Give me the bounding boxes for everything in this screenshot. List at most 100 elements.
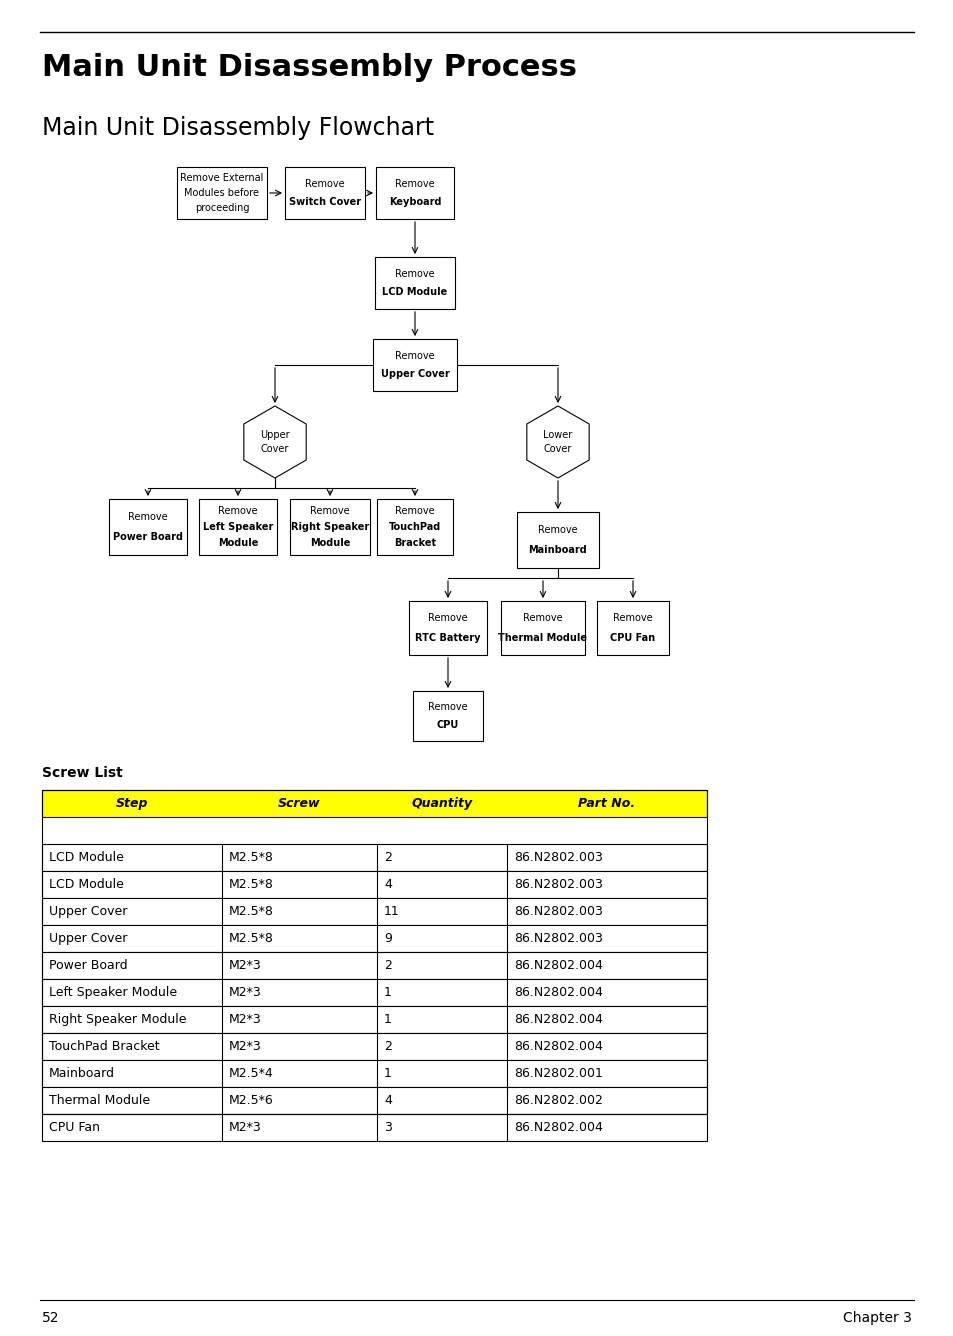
Text: M2.5*8: M2.5*8 xyxy=(229,904,274,918)
Text: 3: 3 xyxy=(384,1121,392,1134)
Text: Quantity: Quantity xyxy=(411,798,472,810)
Text: Module: Module xyxy=(310,537,350,548)
Bar xyxy=(199,500,276,554)
Text: 86.N2802.001: 86.N2802.001 xyxy=(514,1067,602,1079)
Text: M2.5*8: M2.5*8 xyxy=(229,933,274,945)
Bar xyxy=(376,500,453,554)
Text: Remove: Remove xyxy=(428,701,467,712)
Bar xyxy=(409,601,486,655)
Text: Step: Step xyxy=(115,798,148,810)
Bar xyxy=(597,601,668,655)
Text: M2*3: M2*3 xyxy=(229,959,261,973)
Text: Remove: Remove xyxy=(395,506,435,516)
Text: Remove: Remove xyxy=(522,613,562,624)
Text: Remove: Remove xyxy=(218,506,257,516)
Bar xyxy=(375,257,455,309)
Bar xyxy=(42,844,706,871)
Text: Remove: Remove xyxy=(428,613,467,624)
Text: M2.5*4: M2.5*4 xyxy=(229,1067,274,1079)
Text: 86.N2802.003: 86.N2802.003 xyxy=(514,851,602,864)
Text: CPU Fan: CPU Fan xyxy=(49,1121,100,1134)
Text: Left Speaker: Left Speaker xyxy=(203,522,273,532)
Text: Remove: Remove xyxy=(395,269,435,279)
Bar xyxy=(42,1033,706,1059)
Bar xyxy=(42,898,706,925)
Text: Left Speaker Module: Left Speaker Module xyxy=(49,986,177,999)
Bar xyxy=(42,790,706,818)
Text: 1: 1 xyxy=(384,1013,392,1026)
Text: Screw: Screw xyxy=(278,798,320,810)
Bar xyxy=(42,925,706,953)
Text: Lower: Lower xyxy=(543,430,572,440)
Polygon shape xyxy=(526,406,589,478)
Text: Power Board: Power Board xyxy=(112,532,183,542)
Text: Chapter 3: Chapter 3 xyxy=(842,1311,911,1325)
Text: 1: 1 xyxy=(384,986,392,999)
Text: M2.5*6: M2.5*6 xyxy=(229,1094,274,1108)
Text: 86.N2802.003: 86.N2802.003 xyxy=(514,933,602,945)
Text: 4: 4 xyxy=(384,878,392,891)
Text: Remove: Remove xyxy=(613,613,652,624)
Text: Part No.: Part No. xyxy=(578,798,635,810)
Bar xyxy=(42,1006,706,1033)
Text: Remove: Remove xyxy=(395,179,435,188)
Text: 52: 52 xyxy=(42,1311,59,1325)
Bar xyxy=(42,953,706,979)
Text: Right Speaker Module: Right Speaker Module xyxy=(49,1013,186,1026)
Text: 11: 11 xyxy=(384,904,399,918)
Text: Main Unit Disassembly Process: Main Unit Disassembly Process xyxy=(42,53,577,83)
Text: Upper Cover: Upper Cover xyxy=(49,933,128,945)
Text: Power Board: Power Board xyxy=(49,959,128,973)
Text: Switch Cover: Switch Cover xyxy=(289,198,360,207)
Bar xyxy=(285,167,365,219)
Text: LCD Module: LCD Module xyxy=(382,287,447,298)
Polygon shape xyxy=(244,406,306,478)
Text: 9: 9 xyxy=(384,933,392,945)
Bar xyxy=(373,339,456,391)
Text: 2: 2 xyxy=(384,851,392,864)
Text: CPU Fan: CPU Fan xyxy=(610,633,655,643)
Bar xyxy=(177,167,267,219)
Text: 2: 2 xyxy=(384,959,392,973)
Text: Thermal Module: Thermal Module xyxy=(498,633,587,643)
Text: Mainboard: Mainboard xyxy=(49,1067,115,1079)
Bar xyxy=(290,500,370,554)
Text: M2*3: M2*3 xyxy=(229,986,261,999)
Text: Module: Module xyxy=(217,537,258,548)
Text: 86.N2802.004: 86.N2802.004 xyxy=(514,1039,602,1053)
Text: Cover: Cover xyxy=(260,444,289,454)
Bar xyxy=(42,790,706,1114)
Text: Thermal Module: Thermal Module xyxy=(49,1094,150,1108)
Text: M2*3: M2*3 xyxy=(229,1121,261,1134)
Bar xyxy=(42,979,706,1006)
Text: 4: 4 xyxy=(384,1094,392,1108)
Text: 2: 2 xyxy=(384,1039,392,1053)
Text: Bracket: Bracket xyxy=(394,537,436,548)
Bar xyxy=(109,500,187,554)
Text: CPU: CPU xyxy=(436,720,458,729)
Text: TouchPad: TouchPad xyxy=(389,522,440,532)
Text: Remove: Remove xyxy=(395,350,435,361)
Text: Modules before: Modules before xyxy=(184,188,259,198)
Text: 86.N2802.003: 86.N2802.003 xyxy=(514,878,602,891)
Text: M2.5*8: M2.5*8 xyxy=(229,851,274,864)
Bar xyxy=(42,871,706,898)
Text: Upper Cover: Upper Cover xyxy=(49,904,128,918)
Text: 86.N2802.004: 86.N2802.004 xyxy=(514,1121,602,1134)
Bar xyxy=(42,1114,706,1141)
Text: 1: 1 xyxy=(384,1067,392,1079)
Text: 86.N2802.002: 86.N2802.002 xyxy=(514,1094,602,1108)
Text: TouchPad Bracket: TouchPad Bracket xyxy=(49,1039,159,1053)
Text: Remove External: Remove External xyxy=(180,174,263,183)
Text: 86.N2802.004: 86.N2802.004 xyxy=(514,986,602,999)
Text: Keyboard: Keyboard xyxy=(388,198,441,207)
Text: Upper: Upper xyxy=(260,430,290,440)
Text: M2*3: M2*3 xyxy=(229,1039,261,1053)
Text: Remove: Remove xyxy=(128,512,168,522)
Text: Upper Cover: Upper Cover xyxy=(380,369,449,379)
Text: LCD Module: LCD Module xyxy=(49,851,124,864)
Text: Main Unit Disassembly Flowchart: Main Unit Disassembly Flowchart xyxy=(42,116,434,140)
Text: Screw List: Screw List xyxy=(42,766,123,780)
Bar xyxy=(413,691,482,741)
Bar xyxy=(500,601,584,655)
